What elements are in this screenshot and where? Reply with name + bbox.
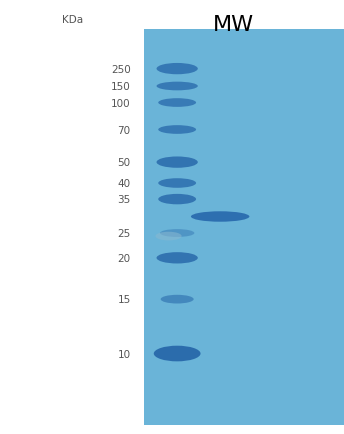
Text: 10: 10 — [118, 349, 131, 358]
Text: KDa: KDa — [62, 15, 83, 25]
Text: 70: 70 — [118, 125, 131, 135]
Ellipse shape — [160, 230, 194, 237]
Ellipse shape — [158, 126, 196, 135]
Text: 35: 35 — [117, 195, 131, 204]
Ellipse shape — [154, 346, 201, 362]
Ellipse shape — [158, 194, 196, 205]
Ellipse shape — [157, 64, 198, 75]
Text: 100: 100 — [111, 99, 131, 108]
Text: 15: 15 — [117, 295, 131, 304]
Text: 20: 20 — [118, 253, 131, 263]
Text: 250: 250 — [111, 65, 131, 74]
Text: 40: 40 — [118, 179, 131, 188]
Text: 50: 50 — [118, 158, 131, 168]
Ellipse shape — [157, 253, 198, 264]
Bar — [144, 30, 344, 425]
Ellipse shape — [191, 212, 249, 222]
Ellipse shape — [157, 82, 198, 91]
Ellipse shape — [158, 99, 196, 108]
Text: 25: 25 — [117, 229, 131, 238]
Ellipse shape — [157, 157, 198, 168]
Text: 150: 150 — [111, 82, 131, 92]
Ellipse shape — [158, 179, 196, 188]
Ellipse shape — [155, 232, 182, 241]
Ellipse shape — [161, 295, 194, 304]
Text: MW: MW — [213, 15, 255, 35]
